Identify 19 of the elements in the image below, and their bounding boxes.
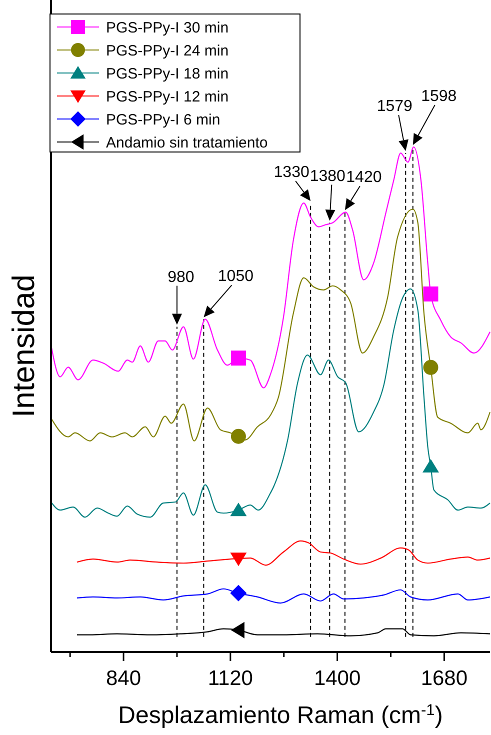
y-axis-title: Intensidad	[6, 274, 41, 418]
annotation: 1579	[376, 98, 413, 116]
x-axis-title: Desplazamiento Raman (cm$^{-1}$)	[118, 702, 443, 729]
x-tick-label: 840	[106, 667, 142, 690]
legend-label: Andamio sin tratamiento	[106, 134, 268, 152]
legend-label: PGS-PPy-I 24 min	[106, 42, 229, 60]
x-tick-label: 1680	[420, 667, 468, 690]
annotation: 1380	[310, 168, 346, 185]
legend-label: PGS-PPy-I 30 min	[106, 20, 229, 36]
annotation: 1050	[218, 268, 254, 286]
legend-label: PGS-PPy-I 18 min	[106, 66, 229, 82]
x-tick-label: 1120	[208, 667, 254, 690]
annotation: 1420	[346, 169, 382, 186]
annotation: 1330	[274, 164, 310, 182]
x-tick-label: 1400	[314, 667, 361, 690]
annotation: 980	[168, 268, 194, 286]
annotation: 1598	[421, 88, 457, 105]
legend-label: PGS-PPy-I 6 min	[106, 112, 220, 128]
legend-label: PGS-PPy-I 12 min	[106, 88, 229, 106]
